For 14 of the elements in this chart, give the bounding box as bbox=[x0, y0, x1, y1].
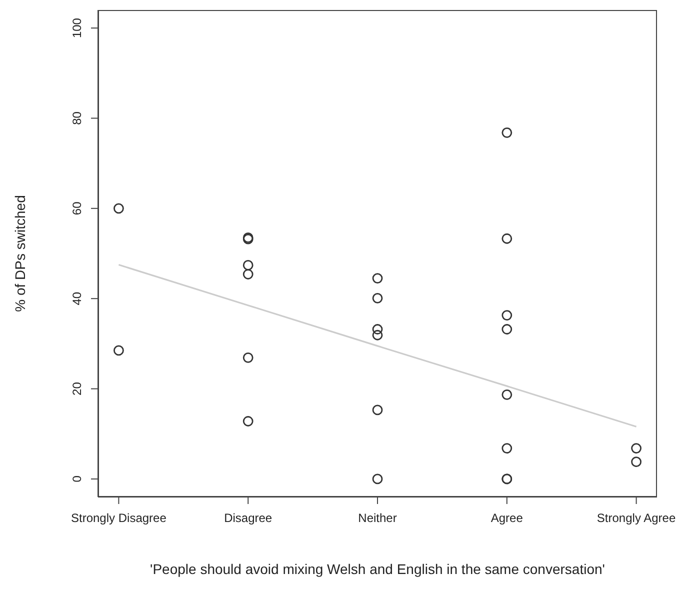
y-tick-label: 100 bbox=[70, 18, 84, 38]
x-tick-label: Disagree bbox=[224, 511, 272, 525]
y-tick-label: 60 bbox=[70, 201, 84, 216]
x-tick-label: Neither bbox=[358, 511, 397, 525]
line-series bbox=[118, 264, 638, 428]
x-tick-label: Agree bbox=[490, 511, 524, 525]
y-tick-label: 20 bbox=[70, 382, 84, 396]
y-tick-label: 80 bbox=[70, 111, 84, 125]
y-tick-label: 0 bbox=[70, 475, 84, 482]
y-axis-title: % of DPs switched bbox=[12, 195, 28, 312]
x-tick-label: Strongly Agree bbox=[596, 511, 676, 525]
x-axis-title: 'People should avoid mixing Welsh and English in the same conversation' bbox=[150, 561, 605, 577]
y-tick-label: 40 bbox=[70, 292, 84, 306]
x-tick-label: Strongly Disagree bbox=[71, 511, 167, 525]
